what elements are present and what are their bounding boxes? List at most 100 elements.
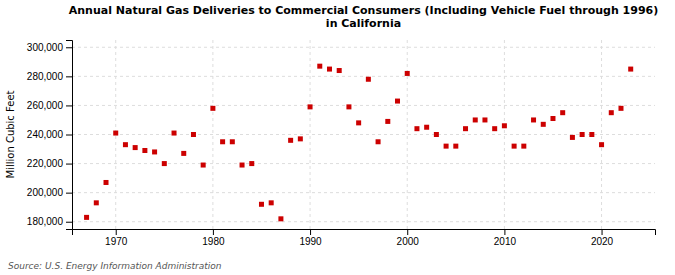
point: [288, 138, 293, 143]
y-tick-label: 280,000: [27, 71, 64, 82]
point: [317, 64, 322, 69]
point: [259, 202, 264, 207]
point: [609, 110, 614, 115]
y-tick-mark: [66, 76, 72, 77]
y-tick: 300,000: [27, 42, 72, 53]
y-tick-label: 200,000: [27, 187, 64, 198]
point: [181, 151, 186, 156]
x-tick-label: 2000: [397, 236, 420, 247]
y-tick-mark: [66, 135, 72, 136]
x-tick-label: 2020: [591, 236, 614, 247]
y-tick-mark: [66, 105, 72, 106]
point: [541, 122, 546, 127]
point: [482, 117, 487, 122]
point: [94, 200, 99, 205]
point: [376, 139, 381, 144]
point: [385, 119, 390, 124]
grid-line: [72, 47, 655, 48]
point: [220, 139, 225, 144]
y-axis-title: Million Cubic Feet: [5, 90, 16, 178]
point: [191, 132, 196, 137]
point: [434, 132, 439, 137]
point: [599, 142, 604, 147]
point: [172, 131, 177, 136]
title: Annual Natural Gas Deliveries to Commerc…: [69, 4, 659, 30]
y-tick-mark: [66, 193, 72, 194]
x-tick-label: 2010: [494, 236, 517, 247]
chart: 1970 1980 1990 2000 2010 2020 180,000 200,000 22…: [0, 0, 675, 275]
x-tick: 1980: [202, 229, 225, 247]
y-tick-mark: [66, 164, 72, 165]
y-axis-line: [66, 41, 73, 230]
x-tick: 2010: [494, 229, 517, 247]
point: [531, 117, 536, 122]
point: [395, 99, 400, 104]
y-tick: 180,000: [27, 216, 72, 227]
x-tick: 2020: [591, 229, 614, 247]
point: [210, 106, 215, 111]
point: [84, 215, 89, 220]
point: [492, 126, 497, 131]
point: [356, 120, 361, 125]
point: [162, 161, 167, 166]
point: [589, 132, 594, 137]
grid-line: [72, 134, 655, 135]
point: [512, 144, 517, 149]
point: [308, 104, 313, 109]
y-tick-label: 220,000: [27, 158, 64, 169]
x-axis-line: [73, 230, 656, 236]
y-axis: 180,000 200,000 220,000 240,000 260,000 280,0…: [27, 41, 73, 230]
x-tick-mark: [213, 229, 214, 235]
x-tick-mark: [407, 229, 408, 235]
points: [84, 64, 633, 222]
grid-line: [72, 192, 655, 193]
point: [113, 131, 118, 136]
y-tick: 280,000: [27, 71, 72, 82]
grid-line: [601, 40, 602, 229]
point: [580, 132, 585, 137]
grid-line: [72, 105, 655, 106]
point: [240, 163, 245, 168]
x-axis: 1970 1980 1990 2000 2010 2020: [73, 229, 656, 247]
x-tick-mark: [116, 229, 117, 235]
grid-line: [72, 221, 655, 222]
point: [327, 67, 332, 72]
point: [453, 144, 458, 149]
point: [570, 135, 575, 140]
grid-line: [504, 40, 505, 229]
y-tick: 240,000: [27, 129, 72, 140]
y-tick: 200,000: [27, 187, 72, 198]
grid-line: [72, 76, 655, 77]
point: [405, 71, 410, 76]
point: [550, 116, 555, 121]
source: Source: U.S. Energy Information Administ…: [8, 261, 222, 271]
point: [502, 123, 507, 128]
grid: [72, 40, 655, 229]
point: [366, 77, 371, 82]
x-tick: 1990: [299, 229, 322, 247]
y-tick: 260,000: [27, 100, 72, 111]
point: [104, 180, 109, 185]
point: [424, 125, 429, 130]
point: [463, 126, 468, 131]
point: [133, 145, 138, 150]
grid-line: [212, 40, 213, 229]
y-tick-label: 260,000: [27, 100, 64, 111]
point: [269, 200, 274, 205]
point: [249, 161, 254, 166]
point: [560, 110, 565, 115]
grid-line: [407, 40, 408, 229]
grid-line: [310, 40, 311, 229]
y-tick-label: 180,000: [27, 216, 64, 227]
point: [298, 136, 303, 141]
y-tick-label: 240,000: [27, 129, 64, 140]
x-tick: 1970: [105, 229, 128, 247]
point: [473, 117, 478, 122]
point: [414, 126, 419, 131]
plot-area: 1970 1980 1990 2000 2010 2020 180,000 200,000 22…: [27, 40, 656, 247]
x-tick-mark: [602, 229, 603, 235]
x-tick-label: 1970: [105, 236, 128, 247]
y-tick-label: 300,000: [27, 42, 64, 53]
point: [337, 68, 342, 73]
x-tick-label: 1980: [202, 236, 225, 247]
